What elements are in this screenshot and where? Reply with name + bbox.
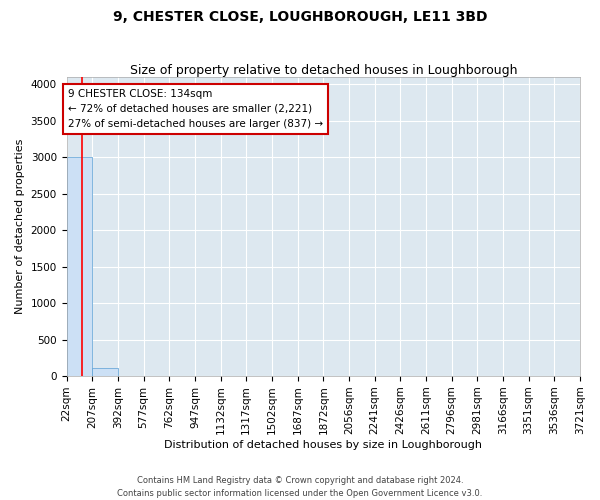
Y-axis label: Number of detached properties: Number of detached properties	[15, 139, 25, 314]
Bar	[92, 368, 118, 376]
Text: 9, CHESTER CLOSE, LOUGHBOROUGH, LE11 3BD: 9, CHESTER CLOSE, LOUGHBOROUGH, LE11 3BD	[113, 10, 487, 24]
X-axis label: Distribution of detached houses by size in Loughborough: Distribution of detached houses by size …	[164, 440, 482, 450]
Title: Size of property relative to detached houses in Loughborough: Size of property relative to detached ho…	[130, 64, 517, 77]
Bar	[67, 157, 92, 376]
Text: Contains HM Land Registry data © Crown copyright and database right 2024.
Contai: Contains HM Land Registry data © Crown c…	[118, 476, 482, 498]
Text: 9 CHESTER CLOSE: 134sqm
← 72% of detached houses are smaller (2,221)
27% of semi: 9 CHESTER CLOSE: 134sqm ← 72% of detache…	[68, 89, 323, 128]
